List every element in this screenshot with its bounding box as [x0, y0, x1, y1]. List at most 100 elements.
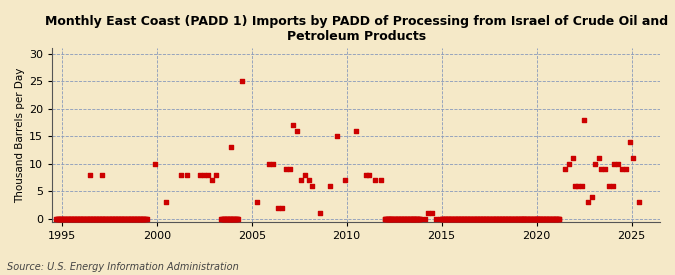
- Point: [384, 217, 395, 221]
- Point: [484, 217, 495, 221]
- Point: [460, 217, 470, 221]
- Point: [542, 217, 553, 221]
- Point: [277, 206, 288, 210]
- Point: [61, 217, 72, 221]
- Point: [72, 217, 83, 221]
- Point: [471, 217, 482, 221]
- Point: [387, 217, 398, 221]
- Point: [385, 217, 396, 221]
- Point: [78, 217, 88, 221]
- Point: [495, 217, 506, 221]
- Point: [90, 217, 101, 221]
- Point: [454, 217, 464, 221]
- Point: [519, 217, 530, 221]
- Point: [440, 217, 451, 221]
- Point: [446, 217, 456, 221]
- Point: [453, 217, 464, 221]
- Point: [60, 217, 71, 221]
- Point: [543, 217, 554, 221]
- Point: [504, 217, 514, 221]
- Point: [223, 217, 234, 221]
- Point: [109, 217, 119, 221]
- Point: [392, 217, 402, 221]
- Point: [545, 217, 556, 221]
- Point: [524, 217, 535, 221]
- Point: [129, 217, 140, 221]
- Point: [500, 217, 510, 221]
- Point: [88, 217, 99, 221]
- Point: [400, 217, 410, 221]
- Point: [228, 217, 239, 221]
- Point: [116, 217, 127, 221]
- Point: [394, 217, 404, 221]
- Point: [207, 178, 217, 183]
- Point: [518, 217, 529, 221]
- Point: [63, 217, 74, 221]
- Point: [391, 217, 402, 221]
- Point: [483, 217, 493, 221]
- Point: [117, 217, 128, 221]
- Point: [624, 140, 635, 144]
- Point: [84, 217, 95, 221]
- Point: [436, 217, 447, 221]
- Point: [547, 217, 558, 221]
- Point: [364, 173, 375, 177]
- Point: [518, 217, 529, 221]
- Point: [533, 217, 544, 221]
- Point: [475, 217, 486, 221]
- Point: [115, 217, 126, 221]
- Point: [511, 217, 522, 221]
- Point: [231, 217, 242, 221]
- Point: [104, 217, 115, 221]
- Point: [78, 217, 89, 221]
- Point: [81, 217, 92, 221]
- Point: [450, 217, 461, 221]
- Point: [136, 217, 147, 221]
- Point: [479, 217, 489, 221]
- Point: [495, 217, 506, 221]
- Point: [252, 200, 263, 205]
- Point: [388, 217, 399, 221]
- Point: [407, 217, 418, 221]
- Point: [510, 217, 520, 221]
- Point: [218, 217, 229, 221]
- Point: [65, 217, 76, 221]
- Text: Source: U.S. Energy Information Administration: Source: U.S. Energy Information Administ…: [7, 262, 238, 272]
- Point: [105, 217, 116, 221]
- Point: [485, 217, 495, 221]
- Point: [221, 217, 232, 221]
- Point: [370, 178, 381, 183]
- Point: [115, 217, 126, 221]
- Point: [303, 178, 314, 183]
- Point: [398, 217, 408, 221]
- Point: [506, 217, 516, 221]
- Point: [596, 167, 607, 172]
- Point: [221, 217, 232, 221]
- Point: [109, 217, 120, 221]
- Point: [479, 217, 490, 221]
- Point: [315, 211, 325, 216]
- Point: [609, 162, 620, 166]
- Point: [544, 217, 555, 221]
- Point: [149, 162, 160, 166]
- Point: [82, 217, 92, 221]
- Point: [437, 217, 448, 221]
- Point: [96, 217, 107, 221]
- Point: [380, 217, 391, 221]
- Point: [220, 217, 231, 221]
- Point: [526, 217, 537, 221]
- Point: [406, 217, 417, 221]
- Point: [423, 211, 434, 216]
- Point: [472, 217, 483, 221]
- Point: [210, 173, 221, 177]
- Point: [401, 217, 412, 221]
- Point: [528, 217, 539, 221]
- Point: [518, 217, 529, 221]
- Point: [105, 217, 115, 221]
- Point: [130, 217, 140, 221]
- Point: [508, 217, 519, 221]
- Point: [452, 217, 462, 221]
- Point: [124, 217, 134, 221]
- Point: [414, 217, 425, 221]
- Point: [229, 217, 240, 221]
